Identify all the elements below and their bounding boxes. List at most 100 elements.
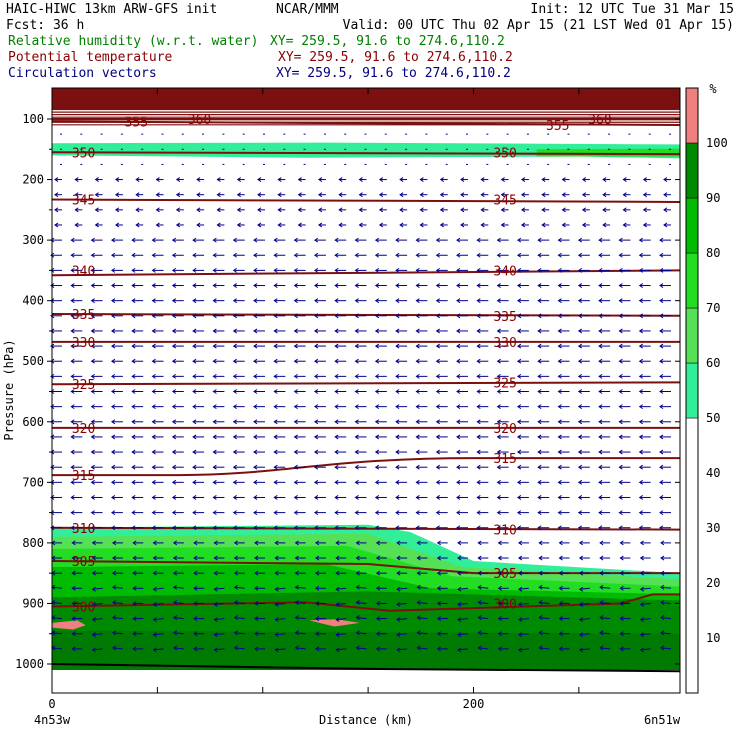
vector-arrow <box>374 298 387 304</box>
vector-arrow <box>232 237 245 243</box>
vector-head <box>415 479 420 485</box>
vector-head <box>375 570 381 576</box>
vector-head <box>496 449 501 455</box>
vector-head <box>538 584 543 590</box>
vector-arrow <box>374 495 387 500</box>
vector-arrow <box>277 192 286 198</box>
vector-head <box>496 343 501 349</box>
vector-head <box>639 602 644 607</box>
vector-arrow <box>557 298 570 304</box>
vector-arrow <box>232 373 245 379</box>
vector-head <box>537 419 542 425</box>
theta-label: 330 <box>493 336 516 351</box>
vector-arrow <box>557 313 570 319</box>
vector-head <box>171 479 177 485</box>
vector-head <box>293 464 298 470</box>
vector-head <box>90 252 95 258</box>
vector-head <box>578 570 584 576</box>
vector-arrow <box>395 404 408 410</box>
vector-head <box>598 252 603 258</box>
vector-arrow <box>395 328 408 334</box>
vector-arrow <box>374 252 387 258</box>
vector-arrow <box>132 616 144 621</box>
vector-head <box>599 600 604 605</box>
vector-head <box>253 525 258 531</box>
vector-head <box>313 237 319 243</box>
vector-head <box>416 600 421 605</box>
vector-head <box>375 585 381 591</box>
vector-arrow <box>131 419 144 425</box>
vector-arrow <box>253 389 265 394</box>
vector-head <box>50 283 55 288</box>
vector-head <box>638 358 643 364</box>
vector-head <box>151 358 156 364</box>
vector-head <box>577 343 583 349</box>
colorbar-bin <box>685 252 699 309</box>
theta-label: 355 <box>125 115 148 130</box>
vector-head <box>338 222 343 228</box>
vector-head <box>273 313 278 319</box>
vector-head <box>638 479 643 485</box>
vector-arrow <box>253 479 265 485</box>
vector-head <box>313 419 319 425</box>
vector-head <box>599 540 604 546</box>
vector-head <box>581 207 587 213</box>
colorbar-bin <box>685 362 699 419</box>
vector-arrow <box>277 222 286 228</box>
vector-arrow <box>395 313 408 319</box>
vector-head <box>480 207 485 213</box>
vector-shaft <box>112 601 123 604</box>
vector-head <box>517 570 523 576</box>
vector-head <box>618 404 623 410</box>
vector-arrow <box>639 540 651 546</box>
vector-arrow <box>538 540 550 546</box>
vector-head <box>660 645 665 651</box>
vector-head <box>456 298 461 304</box>
x-tick-label: 200 <box>463 697 485 711</box>
vector-arrow <box>274 540 286 546</box>
vector-head <box>578 586 584 592</box>
vector-head <box>456 328 461 334</box>
vector-arrow <box>338 177 347 182</box>
vector-head <box>90 313 95 319</box>
vector-head <box>663 177 668 182</box>
vector-arrow <box>395 464 408 470</box>
vector-arrow <box>396 647 408 653</box>
vector-shaft <box>539 601 550 604</box>
vector-arrow <box>273 495 286 500</box>
y-tick-label: 300 <box>22 233 44 247</box>
vector-arrow <box>175 192 184 198</box>
vector-head <box>334 479 339 485</box>
vector-head <box>577 495 583 500</box>
vector-head <box>50 464 55 470</box>
vector-head <box>54 222 59 228</box>
vector-head <box>358 192 363 198</box>
vector-shaft <box>397 618 408 621</box>
vector-head <box>111 584 117 590</box>
vector-head <box>374 389 380 394</box>
vector-arrow <box>90 404 103 410</box>
vector-arrow <box>71 646 83 652</box>
vector-arrow <box>561 192 570 198</box>
vector-head <box>659 328 664 334</box>
vector-head <box>456 510 461 516</box>
vector-arrow <box>131 495 144 500</box>
vector-shaft <box>234 586 245 589</box>
vector-head <box>480 177 485 182</box>
vector-arrow <box>557 283 570 288</box>
vector-head <box>212 495 217 500</box>
vector-arrow <box>152 555 164 561</box>
vector-arrow <box>313 419 326 425</box>
vector-head <box>416 555 421 561</box>
vector-arrow <box>557 449 570 455</box>
vector-arrow <box>581 207 590 213</box>
vector-head <box>520 207 526 213</box>
vector-arrow <box>435 434 448 440</box>
vector-arrow <box>253 464 265 470</box>
vector-arrow <box>639 647 651 653</box>
vector-arrow <box>171 464 184 470</box>
vector-head <box>232 328 237 334</box>
vector-arrow <box>618 283 631 288</box>
vector-arrow <box>577 237 590 243</box>
vector-head <box>294 615 299 620</box>
